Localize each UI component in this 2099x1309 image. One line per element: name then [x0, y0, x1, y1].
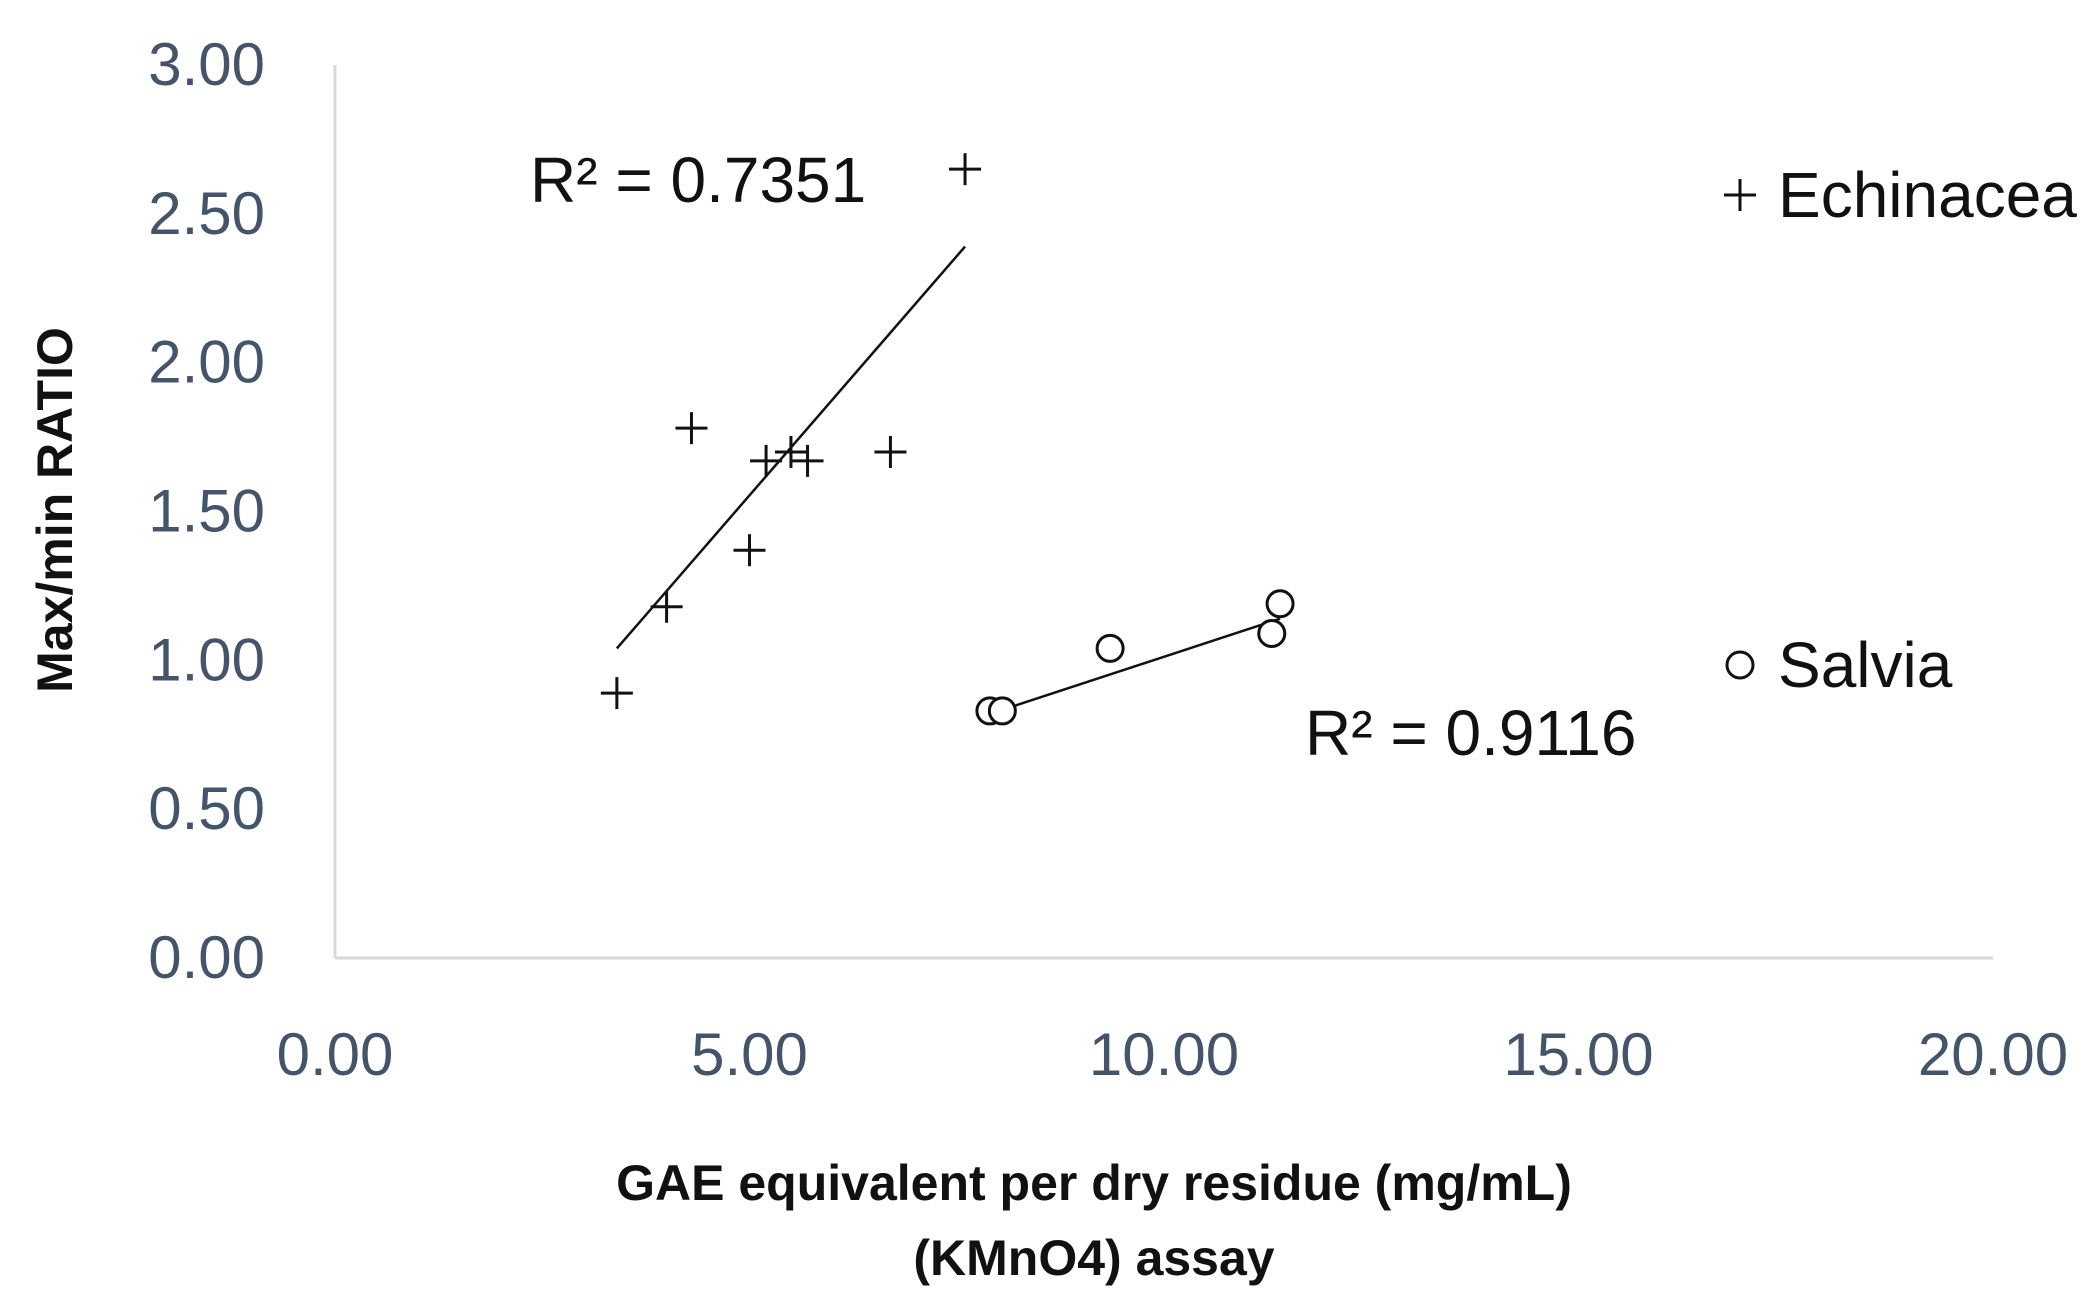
x-axis-title-line-2: (KMnO4) assay [913, 1230, 1274, 1286]
x-tick-label: 0.00 [277, 1021, 394, 1088]
point-salvia [987, 696, 1017, 726]
x-tick-label: 20.00 [1918, 1021, 2068, 1088]
x-tick-label: 5.00 [691, 1021, 808, 1088]
point-echinacea [675, 412, 708, 445]
point-echinacea [650, 590, 683, 623]
point-salvia [1257, 619, 1287, 649]
y-tick-label: 2.50 [148, 180, 265, 247]
point-echinacea [949, 153, 982, 186]
y-tick-label: 3.00 [148, 31, 265, 98]
y-tick-label: 0.50 [148, 775, 265, 842]
y-tick-label: 0.00 [148, 924, 265, 991]
x-tick-labels: 0.00 5.00 10.00 15.00 20.00 [277, 1021, 2068, 1088]
x-axis-title-line-1: GAE equivalent per dry residue (mg/mL) [616, 1155, 1572, 1211]
y-tick-label: 1.00 [148, 626, 265, 693]
trendline-salvia [989, 617, 1281, 716]
point-echinacea [600, 677, 633, 710]
legend-label-salvia: Salvia [1778, 629, 1953, 701]
point-salvia [1095, 633, 1125, 663]
point-echinacea [750, 444, 783, 477]
r2-label-salvia: R² = 0.9116 [1305, 697, 1636, 769]
r2-annotations: R² = 0.7351 R² = 0.9116 [530, 144, 1636, 769]
y-tick-labels: 0.00 0.50 1.00 1.50 2.00 2.50 3.00 [148, 31, 265, 991]
point-salvia [1265, 589, 1295, 619]
legend-marker-salvia [1725, 650, 1755, 680]
trendlines [615, 245, 1281, 716]
legend: Echinacea Salvia [1724, 159, 2077, 701]
y-axis-title: Max/min RATIO [27, 327, 83, 693]
point-echinacea [874, 435, 907, 468]
legend-label-echinacea: Echinacea [1778, 159, 2077, 231]
r2-label-echinacea: R² = 0.7351 [530, 144, 866, 216]
x-tick-label: 15.00 [1503, 1021, 1653, 1088]
data-points [600, 153, 1295, 726]
point-echinacea [791, 444, 824, 477]
point-echinacea [774, 435, 807, 468]
point-echinacea [733, 534, 766, 567]
y-tick-label: 2.00 [148, 329, 265, 396]
x-tick-label: 10.00 [1089, 1021, 1239, 1088]
y-tick-label: 1.50 [148, 478, 265, 545]
legend-marker-echinacea [1724, 179, 1756, 211]
